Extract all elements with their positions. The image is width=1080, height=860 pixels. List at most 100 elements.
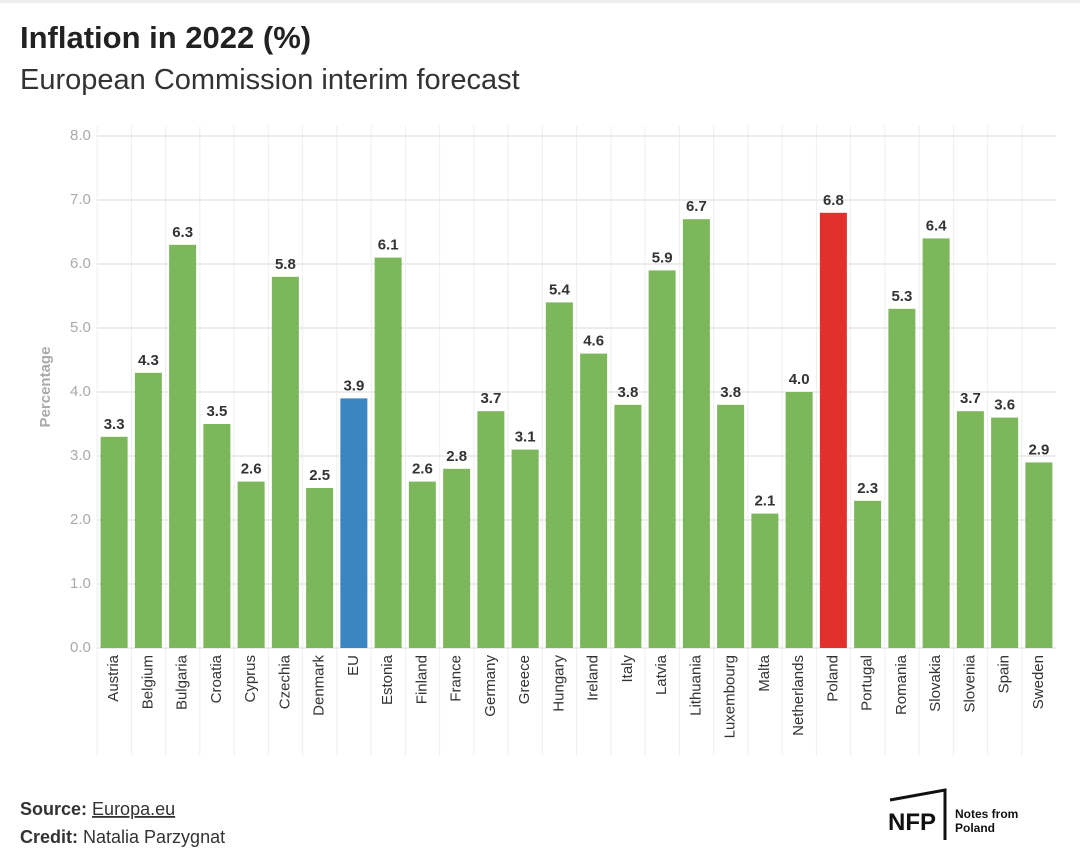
- value-label: 2.6: [241, 461, 262, 478]
- bar: [169, 244, 197, 649]
- x-tick-label: Austria: [105, 654, 122, 701]
- bar: [648, 270, 676, 648]
- value-label: 2.5: [309, 467, 330, 484]
- y-tick-label: 1.0: [70, 575, 91, 592]
- bar: [819, 212, 847, 649]
- x-tick-label: France: [448, 655, 465, 702]
- value-label: 4.6: [583, 333, 604, 350]
- x-tick-label: Malta: [756, 654, 773, 691]
- logo-mark: NFP: [888, 809, 936, 836]
- top-border: [0, 0, 1080, 3]
- x-tick-label: Bulgaria: [174, 654, 191, 710]
- x-tick-label: Estonia: [379, 654, 396, 705]
- x-tick-label: Finland: [413, 655, 430, 704]
- value-label: 5.8: [275, 256, 296, 273]
- x-tick-label: Denmark: [311, 655, 328, 716]
- x-tick-label: Hungary: [550, 655, 567, 712]
- y-tick-label: 6.0: [70, 255, 91, 272]
- value-label: 2.3: [857, 480, 878, 497]
- source-label: Source:: [20, 799, 87, 819]
- value-label: 3.6: [994, 397, 1015, 414]
- footer-source: Source: Europa.eu: [20, 799, 175, 819]
- bar: [580, 353, 608, 648]
- value-label: 6.4: [926, 217, 948, 234]
- chart-subtitle: European Commission interim forecast: [20, 64, 520, 96]
- value-label: 3.8: [720, 384, 741, 401]
- bar: [477, 411, 505, 648]
- bar: [443, 468, 471, 648]
- x-tick-label: Slovenia: [961, 654, 978, 712]
- logo-line2: Poland: [955, 821, 995, 835]
- bar: [203, 424, 231, 648]
- bar: [511, 449, 539, 648]
- bar: [340, 398, 368, 648]
- value-label: 5.3: [891, 288, 912, 305]
- x-tick-label: EU: [345, 655, 362, 676]
- value-label: 2.8: [446, 448, 467, 465]
- y-tick-label: 4.0: [70, 383, 91, 400]
- x-tick-label: Poland: [824, 655, 841, 702]
- bar: [785, 392, 813, 648]
- bar: [545, 302, 573, 648]
- value-label: 4.3: [138, 352, 159, 369]
- bar: [237, 481, 265, 648]
- credit: Natalia Parzygnat: [83, 827, 225, 847]
- logo: NFP Notes from Poland: [888, 788, 1018, 840]
- y-tick-label: 8.0: [70, 127, 91, 144]
- bar: [408, 481, 436, 648]
- value-label: 5.4: [549, 281, 571, 298]
- y-tick-label: 0.0: [70, 639, 91, 656]
- x-tick-label: Italy: [619, 655, 636, 683]
- y-tick-label: 3.0: [70, 447, 91, 464]
- value-label: 3.1: [515, 429, 536, 446]
- value-label: 2.1: [754, 493, 775, 510]
- x-tick-label: Slovakia: [927, 654, 944, 711]
- x-tick-label: Belgium: [139, 655, 156, 709]
- logo-shape: [889, 788, 947, 840]
- bar: [100, 436, 128, 648]
- bar: [888, 308, 916, 648]
- x-tick-label: Sweden: [1030, 655, 1047, 709]
- bar: [614, 404, 642, 648]
- bar: [682, 219, 710, 648]
- value-label: 3.5: [206, 403, 227, 420]
- value-label: 3.3: [104, 416, 125, 433]
- value-label: 3.8: [617, 384, 638, 401]
- y-tick-label: 2.0: [70, 511, 91, 528]
- x-tick-label: Cyprus: [242, 655, 259, 703]
- value-label: 2.6: [412, 461, 433, 478]
- x-tick-label: Romania: [893, 654, 910, 715]
- x-tick-label: Lithuania: [687, 654, 704, 716]
- bar: [134, 372, 162, 648]
- y-axis-label: Percentage: [37, 347, 54, 428]
- source[interactable]: Europa.eu: [92, 799, 175, 819]
- y-tick-label: 7.0: [70, 191, 91, 208]
- x-tick-label: Latvia: [653, 654, 670, 695]
- bar: [374, 257, 402, 648]
- bar: [271, 276, 299, 648]
- x-tick-label: Croatia: [208, 654, 225, 703]
- bar: [306, 488, 334, 648]
- value-label: 6.7: [686, 198, 707, 215]
- value-label: 6.8: [823, 192, 844, 209]
- bar: [854, 500, 882, 648]
- value-label: 6.3: [172, 224, 193, 241]
- footer-credit: Credit: Natalia Parzygnat: [20, 827, 225, 847]
- credit-label: Credit:: [20, 827, 78, 847]
- x-tick-label: Ireland: [585, 655, 602, 701]
- x-tick-label: Spain: [996, 655, 1013, 693]
- value-label: 3.9: [343, 377, 364, 394]
- bar: [717, 404, 745, 648]
- x-tick-label: Netherlands: [790, 655, 807, 736]
- value-label: 3.7: [480, 390, 501, 407]
- chart-title: Inflation in 2022 (%): [20, 20, 311, 55]
- x-tick-label: Greece: [516, 655, 533, 704]
- x-tick-label: Luxembourg: [722, 655, 739, 738]
- x-tick-label: Portugal: [859, 655, 876, 711]
- value-label: 6.1: [378, 237, 399, 254]
- value-label: 2.9: [1028, 441, 1049, 458]
- x-tick-label: Czechia: [276, 654, 293, 709]
- bar: [991, 417, 1019, 648]
- value-label: 3.7: [960, 390, 981, 407]
